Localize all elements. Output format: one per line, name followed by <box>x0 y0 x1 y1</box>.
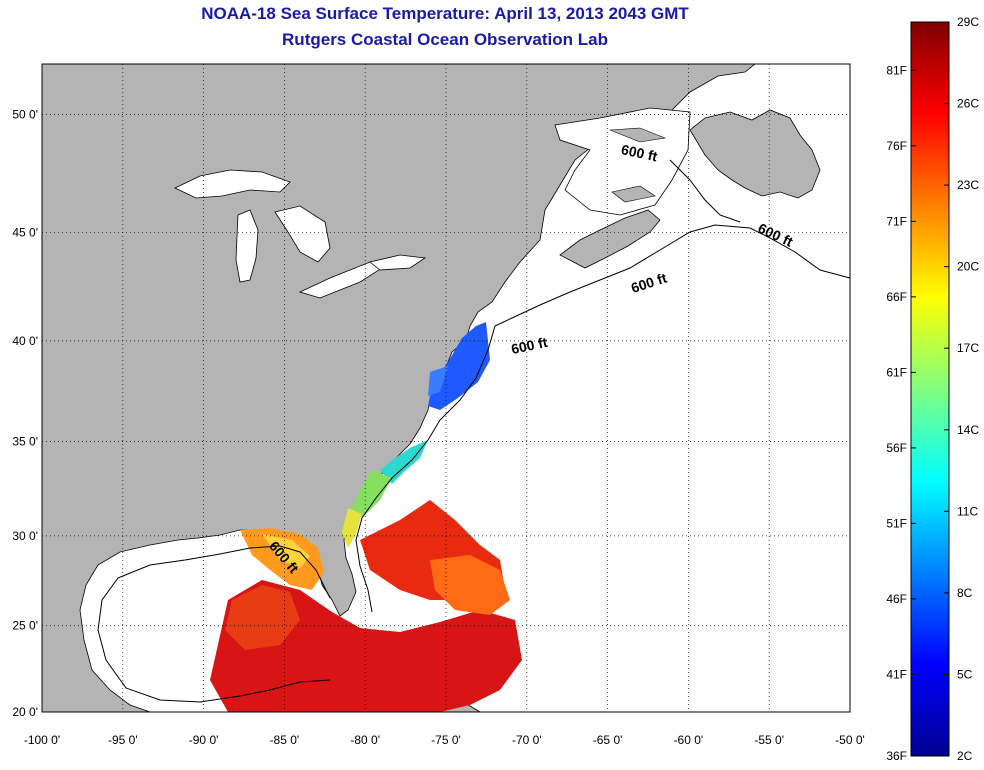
lon-tick-label: -50 0' <box>835 733 865 747</box>
sst-nflorida <box>342 508 362 548</box>
lat-tick-label: 45 0' <box>12 226 38 240</box>
lon-tick-label: -75 0' <box>431 733 461 747</box>
lon-tick-label: -70 0' <box>512 733 542 747</box>
colorbar-celsius-label: 2C <box>957 749 973 763</box>
sst-gulf-red <box>225 585 300 650</box>
colorbar-celsius-label: 14C <box>957 423 979 437</box>
colorbar-fahrenheit-labels: 81F 76F 71F 66F 61F 56F 51F 46F 41F 36F <box>886 63 916 763</box>
lon-tick-label: -100 0' <box>24 733 60 747</box>
lon-tick-label: -90 0' <box>189 733 219 747</box>
map-frame <box>41 63 851 713</box>
lat-tick-label: 25 0' <box>12 619 38 633</box>
lat-tick-labels: 20 0' 25 0' 30 0' 35 0' 40 0' 45 0' 50 0' <box>12 108 38 719</box>
land-newfoundland <box>689 109 821 199</box>
lon-tick-label: -60 0' <box>674 733 704 747</box>
colorbar-celsius-label: 23C <box>957 178 979 192</box>
contour-label-labrador: 600 ft <box>620 141 659 164</box>
colorbar-fahrenheit-label: 81F <box>886 63 907 77</box>
sst-atlantic-orange <box>430 555 510 615</box>
lon-tick-label: -95 0' <box>108 733 138 747</box>
colorbar-celsius-label: 17C <box>957 341 979 355</box>
colorbar-celsius-labels: 29C 26C 23C 20C 17C 14C 11C 8C 5C 2C <box>944 15 979 763</box>
colorbar-fahrenheit-label: 61F <box>886 365 907 379</box>
colorbar-celsius-label: 5C <box>957 667 973 681</box>
lake-michigan <box>235 209 259 283</box>
colorbar-fahrenheit-label: 76F <box>886 139 907 153</box>
contour-600ft-labrador <box>669 159 741 223</box>
sst-mid-atlantic <box>428 322 490 410</box>
lon-tick-label: -55 0' <box>754 733 784 747</box>
colorbar-celsius-label: 8C <box>957 586 973 600</box>
lon-tick-labels: -100 0' -95 0' -90 0' -85 0' -80 0' -75 0' -70… <box>24 733 865 747</box>
colorbar-celsius-label: 11C <box>957 504 978 518</box>
lat-tick-label: 20 0' <box>12 705 38 719</box>
colorbar-fahrenheit-label: 66F <box>886 290 907 304</box>
colorbar <box>910 21 950 757</box>
lat-tick-label: 40 0' <box>12 334 38 348</box>
map-title: NOAA-18 Sea Surface Temperature: April 1… <box>201 4 689 23</box>
lon-tick-label: -65 0' <box>593 733 623 747</box>
colorbar-fahrenheit-label: 41F <box>886 667 907 681</box>
land-anticosti <box>609 127 667 143</box>
colorbar-celsius-label: 20C <box>957 260 979 274</box>
lon-tick-label: -85 0' <box>270 733 300 747</box>
colorbar-fahrenheit-label: 51F <box>886 516 907 530</box>
colorbar-celsius-label: 29C <box>957 15 979 29</box>
lat-tick-label: 50 0' <box>12 108 38 122</box>
contour-600ft-east <box>355 224 850 613</box>
map-gridlines <box>42 64 850 712</box>
sst-carolinas <box>380 440 428 484</box>
lat-tick-label: 35 0' <box>12 434 38 448</box>
contour-label-mid-atlantic: 600 ft <box>510 334 549 357</box>
map-subtitle: Rutgers Coastal Ocean Observation Lab <box>282 30 608 49</box>
lake-huron <box>274 205 331 263</box>
colorbar-celsius-label: 26C <box>957 97 979 111</box>
colorbar-fahrenheit-label: 36F <box>886 749 907 763</box>
lat-tick-label: 30 0' <box>12 529 38 543</box>
colorbar-fahrenheit-label: 71F <box>886 214 907 228</box>
sst-chesapeake <box>428 366 448 396</box>
colorbar-fahrenheit-label: 56F <box>886 441 907 455</box>
land-pei <box>611 185 656 203</box>
colorbar-fahrenheit-label: 46F <box>886 592 907 606</box>
sst-gulf-yellow <box>262 534 310 568</box>
lon-tick-label: -80 0' <box>350 733 380 747</box>
land-nova-scotia <box>559 209 661 269</box>
lake-ontario <box>369 254 427 271</box>
contour-600ft-gulf <box>97 545 331 703</box>
sst-georgia <box>350 470 392 518</box>
